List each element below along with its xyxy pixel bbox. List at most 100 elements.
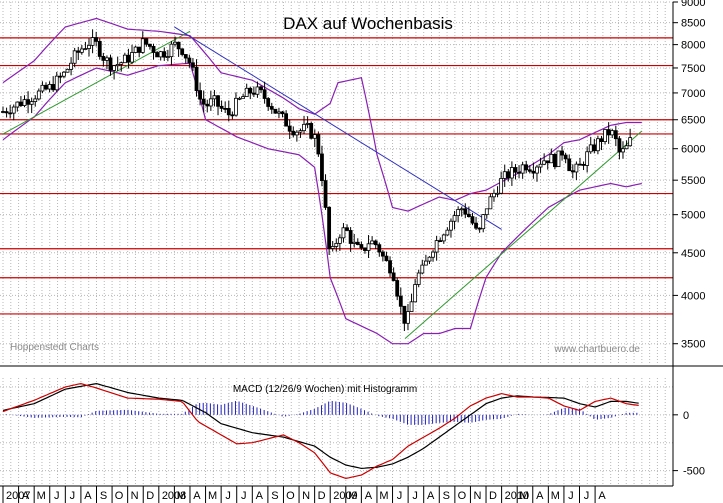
candle-body	[552, 153, 557, 168]
candle-body	[287, 125, 292, 132]
candle-body	[431, 251, 435, 258]
candle-body	[456, 209, 461, 217]
candle-body	[72, 50, 77, 64]
candle-body	[531, 170, 536, 174]
candle-body	[58, 75, 63, 78]
x-tick-label: O	[286, 490, 295, 502]
candle-body	[90, 37, 95, 46]
candle-body	[36, 90, 41, 100]
candle-body	[230, 114, 235, 117]
candle-body	[337, 237, 342, 244]
candle-body	[26, 99, 30, 105]
candle-body	[474, 222, 478, 229]
candle-body	[556, 150, 561, 168]
candle-body	[563, 154, 568, 160]
x-tick-label: J	[412, 490, 418, 502]
candle-body	[309, 123, 314, 139]
candle-body	[509, 167, 514, 179]
candle-body	[62, 71, 66, 77]
candle-body	[628, 137, 633, 147]
candle-body	[29, 101, 34, 105]
x-tick-label: J	[584, 490, 590, 502]
candle-body	[47, 84, 52, 90]
candle-body	[187, 57, 192, 64]
candle-body	[366, 243, 371, 251]
candle-body	[370, 240, 375, 245]
candle-body	[1, 111, 5, 113]
y-tick-label: 4000	[681, 290, 705, 302]
x-tick-label: N	[131, 490, 139, 502]
candle-body	[617, 138, 622, 153]
candle-body	[588, 144, 593, 153]
candle-body	[348, 230, 353, 244]
x-tick-label: M	[208, 490, 217, 502]
candle-body	[183, 54, 188, 59]
candle-body	[223, 108, 228, 110]
candle-body	[269, 106, 274, 110]
candle-body	[581, 164, 586, 166]
candle-body	[205, 103, 210, 107]
candle-body	[484, 208, 489, 216]
candle-body	[112, 65, 116, 71]
candle-body	[495, 192, 500, 195]
candle-body	[606, 129, 611, 136]
candle-body	[406, 311, 410, 324]
candle-body	[542, 160, 547, 165]
candle-body	[427, 256, 432, 262]
candle-body	[226, 108, 231, 116]
candle-body	[298, 130, 303, 133]
candle-body	[477, 227, 482, 230]
x-tick-label: M	[37, 490, 46, 502]
candle-body	[538, 163, 543, 168]
candle-body	[87, 44, 91, 49]
x-tick-label: J	[397, 490, 403, 502]
candle-body	[334, 242, 339, 247]
candle-body	[345, 227, 349, 231]
x-tick-label: M	[551, 490, 560, 502]
macd-series-line	[2, 382, 639, 480]
candle-body	[169, 43, 174, 58]
candle-body	[144, 38, 149, 45]
x-tick-label: M	[177, 490, 186, 502]
candle-body	[19, 101, 23, 106]
resistance-levels	[0, 37, 673, 315]
y-tick-label: 6000	[681, 144, 705, 156]
bollinger-upper-band	[2, 17, 642, 212]
x-tick-label: S	[271, 490, 278, 502]
candle-body	[191, 62, 195, 68]
candle-body	[165, 56, 170, 59]
bollinger-bands	[2, 17, 642, 345]
candle-body	[140, 38, 145, 53]
candle-body	[535, 166, 539, 174]
candle-body	[585, 151, 590, 166]
candle-body	[327, 207, 332, 249]
x-tick-label: O	[458, 490, 467, 502]
candle-body	[208, 98, 213, 107]
candle-body	[355, 241, 360, 245]
candle-body	[294, 131, 299, 136]
candle-body	[40, 84, 45, 92]
candle-body	[470, 216, 475, 224]
candle-body	[15, 101, 20, 108]
candle-body	[194, 66, 199, 92]
y-tick-label: 3500	[681, 339, 705, 351]
candle-body	[255, 86, 260, 95]
candle-body	[216, 95, 220, 107]
x-tick-label: M	[379, 490, 388, 502]
candle-body	[592, 144, 597, 152]
candle-body	[158, 51, 163, 58]
candle-body	[434, 240, 439, 253]
candle-body	[280, 111, 285, 115]
x-tick-label: S	[443, 490, 450, 502]
candle-body	[119, 62, 124, 65]
candle-body	[101, 56, 106, 61]
macd-y-tick-label: 0	[683, 410, 689, 422]
y-tick-label: 7000	[681, 88, 705, 100]
candle-body	[277, 111, 281, 114]
x-tick-label: N	[473, 490, 481, 502]
candle-body	[545, 160, 550, 164]
candle-body	[44, 84, 48, 90]
candle-body	[578, 163, 582, 166]
candle-body	[33, 98, 38, 103]
y-tick-label: 7500	[681, 63, 705, 75]
